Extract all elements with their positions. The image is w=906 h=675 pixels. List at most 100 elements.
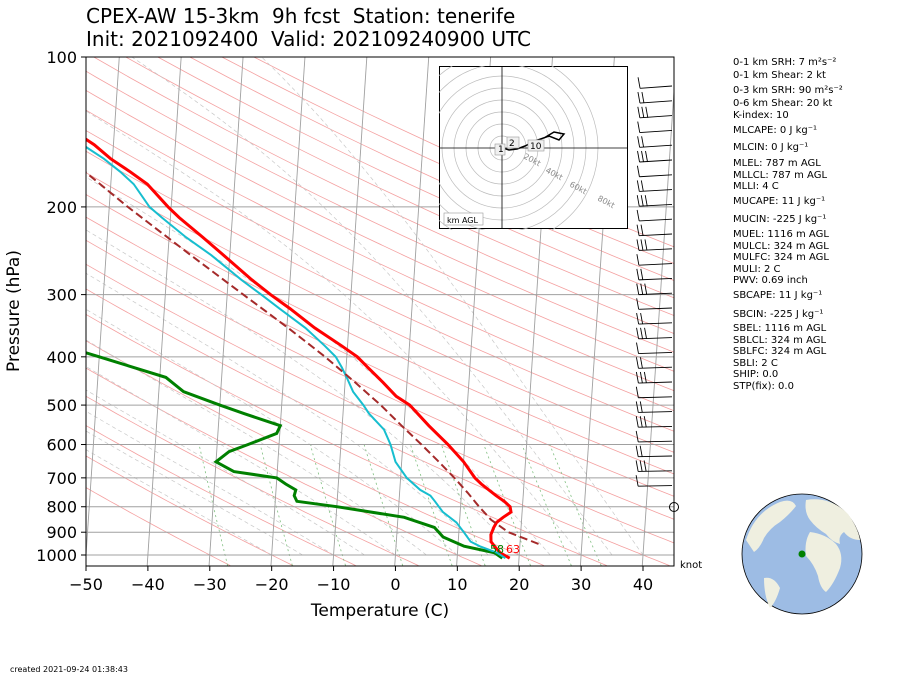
index-sbcin: SBCIN: -225 J kg⁻¹ [733, 309, 824, 320]
wind-unit-label: knot [680, 560, 703, 571]
wind-barb [638, 396, 673, 399]
wind-barb-flag [640, 195, 644, 207]
index-kindex: K-index: 10 [733, 110, 789, 121]
wind-barb-flag [635, 371, 639, 384]
wind-barb [638, 366, 673, 369]
x-tick-label: −20 [255, 575, 289, 594]
wind-barb-flag [637, 150, 640, 163]
wind-barb [639, 203, 673, 207]
wind-barb [638, 485, 673, 487]
wind-barb [639, 129, 673, 133]
wind-barb [638, 263, 673, 266]
wind-barb [638, 470, 673, 472]
wind-barb [638, 425, 673, 428]
wind-barb [639, 100, 673, 104]
y-tick-label: 700 [46, 469, 77, 488]
wind-barb-flag [639, 357, 643, 369]
moist-adiabat [86, 339, 427, 556]
x-tick-label: −40 [131, 575, 165, 594]
dry-adiabat [86, 150, 674, 432]
wind-barb-flag [636, 165, 640, 177]
moist-adiabat [261, 57, 644, 556]
location-globe [741, 493, 863, 615]
y-tick-label: 900 [46, 523, 77, 542]
hodo-label-10: 10 [530, 142, 542, 152]
dry-adiabat [86, 194, 674, 475]
wind-barb [639, 218, 673, 222]
moist-adiabat [86, 430, 303, 556]
wind-barb [639, 174, 673, 178]
wind-barb-flag [644, 195, 648, 207]
mixing-ratio-line [440, 444, 486, 566]
wind-barb-flag [635, 401, 639, 413]
wind-barb [638, 381, 673, 384]
wind-barb [638, 277, 673, 281]
wind-barb-flag [636, 268, 640, 280]
dry-adiabat [86, 89, 674, 372]
wind-barb [638, 248, 673, 251]
moist-adiabat [86, 389, 365, 556]
wind-barb-flag [643, 416, 647, 428]
wind-barb-flag [640, 180, 644, 192]
index-mucin: MUCIN: -225 J kg⁻¹ [733, 214, 827, 225]
wind-barb-flag [640, 283, 644, 295]
x-tick-label: −10 [317, 575, 351, 594]
calm-wind-marker [669, 502, 679, 512]
globe-land-americas [746, 500, 796, 552]
wind-barb-flag [635, 460, 639, 472]
globe-land-europe [805, 499, 860, 544]
series-dewpoint-line [86, 351, 504, 560]
wind-barb-flag [635, 430, 639, 443]
wind-barb [638, 351, 673, 355]
wind-barb-flag [641, 106, 645, 118]
wind-barb-flag [639, 416, 643, 428]
y-tick-label: 200 [46, 198, 77, 217]
surface-temperature-label: 63 [506, 543, 520, 556]
moist-adiabat [86, 449, 272, 556]
wind-barb-flag [636, 224, 640, 236]
x-tick-label: 30 [571, 575, 591, 594]
index-srh03: 0-3 km SRH: 90 m²s⁻² [733, 85, 843, 96]
x-tick-label: 10 [447, 575, 467, 594]
dry-adiabat [86, 109, 674, 392]
x-axis-label: Temperature (C) [310, 601, 449, 621]
wind-barb [638, 322, 673, 325]
y-tick-label: 300 [46, 286, 77, 305]
series-wetbulb-line [86, 145, 506, 560]
wind-barb-flag [640, 268, 644, 280]
index-sblfc: SBLFC: 324 m AGL [733, 346, 827, 357]
wind-barb-flag [643, 371, 647, 384]
wind-barb-flag [636, 254, 640, 266]
wind-barb-flag [636, 209, 640, 222]
wind-barb-flag [636, 313, 640, 325]
wind-barb [638, 337, 673, 340]
wind-barb-flag [643, 460, 647, 472]
wind-barbs [635, 77, 679, 512]
dry-adiabat [86, 367, 482, 566]
index-mucape: MUCAPE: 11 J kg⁻¹ [733, 196, 826, 207]
dry-adiabat [86, 263, 674, 544]
y-tick-label: 500 [46, 396, 77, 415]
dry-adiabat [86, 395, 419, 566]
hodo-label-2: 2 [509, 139, 515, 149]
wind-barb-flag [641, 91, 645, 104]
index-muli: MULI: 2 C [733, 264, 781, 275]
dry-adiabat [86, 130, 674, 412]
moist-adiabat [131, 57, 613, 556]
y-axis: 100 200 300 400 500 600 700 800 900 1000 [36, 48, 86, 565]
wind-barb-flag [636, 283, 640, 295]
index-shear01: 0-1 km Shear: 2 kt [733, 70, 826, 81]
index-shear06: 0-6 km Shear: 20 kt [733, 98, 833, 109]
x-tick-label: 20 [509, 575, 529, 594]
x-tick-label: 0 [390, 575, 400, 594]
hodo-label-1: 1 [498, 145, 504, 155]
index-muel: MUEL: 1116 m AGL [733, 229, 829, 240]
y-tick-label: 100 [46, 48, 77, 67]
wind-barb-flag [635, 357, 639, 369]
plot-frame [85, 56, 675, 567]
wind-barb-flag [636, 327, 639, 339]
index-mlli: MLLI: 4 C [733, 181, 779, 192]
index-mlcape: MLCAPE: 0 J kg⁻¹ [733, 125, 818, 136]
mixing-ratio-line [259, 444, 293, 566]
